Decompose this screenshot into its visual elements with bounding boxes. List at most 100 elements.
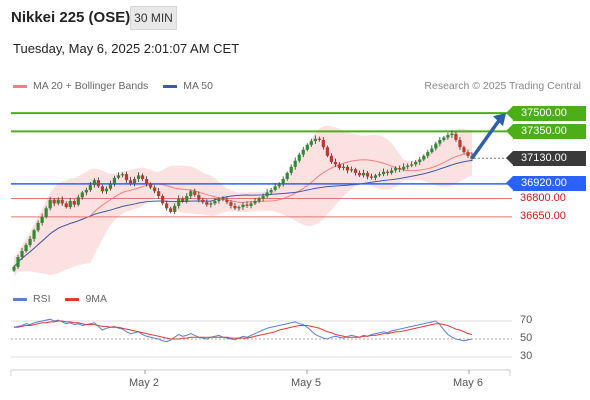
- candle-body: [44, 208, 48, 217]
- candle-body: [285, 172, 289, 180]
- candle-body: [349, 169, 354, 171]
- legend-item-rsi: RSI: [13, 293, 51, 305]
- candle-body: [88, 185, 92, 190]
- candle-body: [185, 196, 189, 201]
- candle-body: [84, 190, 88, 193]
- candle-body: [402, 166, 406, 170]
- candle-body: [289, 166, 293, 173]
- candle-body: [120, 174, 125, 176]
- candle-body: [189, 191, 193, 197]
- instrument-title: Nikkei 225 (OSE): [11, 9, 131, 26]
- candle-body: [361, 172, 366, 176]
- level-tag-37350-00: 37350.00: [506, 123, 586, 139]
- ma50-line: [13, 159, 473, 268]
- candle-body: [76, 197, 80, 205]
- level-tag-36920-00: 36920.00: [506, 176, 586, 192]
- candle-body: [128, 180, 133, 184]
- level-tag-37500-00: 37500.00: [506, 105, 586, 121]
- candle-body: [245, 204, 249, 206]
- x-tick-label: May 5: [291, 377, 321, 389]
- candle-body: [116, 175, 121, 178]
- candle-body: [418, 159, 422, 162]
- candle-body: [337, 164, 342, 169]
- candle-body: [305, 144, 309, 150]
- candle-body: [96, 180, 100, 187]
- candle-body: [257, 198, 261, 201]
- candle-body: [386, 171, 390, 173]
- legend-swatch-rsi: [13, 297, 27, 301]
- legend-item-bollinger: MA 20 + Bollinger Bands: [13, 80, 148, 92]
- candle-body: [357, 172, 362, 176]
- candle-body: [108, 183, 113, 189]
- candle-body: [28, 238, 32, 245]
- candle-body: [265, 192, 269, 197]
- candle-body: [140, 175, 145, 180]
- legend-label-ma50: MA 50: [183, 80, 213, 92]
- candle-body: [233, 205, 237, 209]
- candle-body: [426, 152, 430, 156]
- candle-body: [181, 198, 185, 201]
- candle-body: [369, 176, 374, 178]
- candle-body: [321, 139, 325, 148]
- candle-body: [309, 141, 313, 145]
- candle-body: [398, 168, 402, 170]
- candle-body: [153, 187, 157, 192]
- candle-body: [161, 196, 165, 204]
- level-label-36650-00: 36650.00: [520, 209, 566, 222]
- candle-body: [345, 166, 350, 171]
- candle-body: [132, 179, 137, 184]
- candle-body: [12, 266, 16, 271]
- candle-body: [60, 199, 64, 204]
- candle-body: [261, 196, 265, 199]
- level-tag-37130-00: 37130.00: [506, 150, 586, 166]
- candle-body: [277, 183, 281, 187]
- bollinger-band: [14, 125, 472, 277]
- candle-body: [229, 202, 233, 206]
- legend-swatch-ma50: [163, 84, 178, 88]
- candle-body: [157, 191, 161, 197]
- candle-body: [124, 174, 129, 181]
- candle-body: [454, 133, 458, 140]
- legend-label-bollinger: MA 20 + Bollinger Bands: [33, 80, 149, 92]
- candle-body: [458, 139, 462, 148]
- candle-body: [293, 160, 297, 167]
- candle-body: [173, 205, 177, 212]
- candle-body: [56, 199, 60, 204]
- candle-body: [434, 143, 438, 149]
- legend-swatch-rsi-ma: [65, 297, 80, 301]
- candle-body: [377, 174, 382, 176]
- forecast-arrow: [470, 118, 502, 160]
- timeframe-button[interactable]: 30 MIN: [130, 6, 177, 30]
- candle-body: [249, 203, 253, 206]
- candle-body: [52, 199, 56, 204]
- chart-header: Nikkei 225 (OSE) 30 MIN: [0, 0, 590, 36]
- candle-body: [450, 133, 454, 136]
- candle-body: [333, 161, 338, 165]
- candle-body: [329, 155, 333, 162]
- candle-body: [281, 179, 285, 184]
- candle-body: [273, 186, 277, 190]
- candle-body: [197, 194, 201, 200]
- rsi-tick-70: 70: [520, 314, 533, 326]
- candle-body: [209, 203, 213, 205]
- candle-body: [301, 149, 305, 155]
- candle-body: [317, 138, 321, 140]
- legend-swatch-bollinger: [13, 84, 27, 88]
- level-label-36800-00: 36800.00: [520, 191, 566, 204]
- candle-body: [221, 198, 225, 200]
- candle-body: [406, 165, 410, 167]
- candle-body: [100, 186, 104, 192]
- candle-body: [422, 155, 426, 160]
- candle-body: [36, 222, 40, 231]
- candle-body: [353, 169, 358, 173]
- legend-label-rsi-ma: 9MA: [85, 293, 108, 305]
- candle-body: [64, 203, 68, 208]
- candle-body: [382, 171, 386, 175]
- candle-body: [225, 199, 229, 203]
- candle-body: [165, 203, 169, 209]
- candle-body: [217, 198, 221, 201]
- candle-body: [20, 251, 24, 258]
- x-tick-label: May 2: [129, 377, 159, 389]
- candle-body: [410, 164, 414, 166]
